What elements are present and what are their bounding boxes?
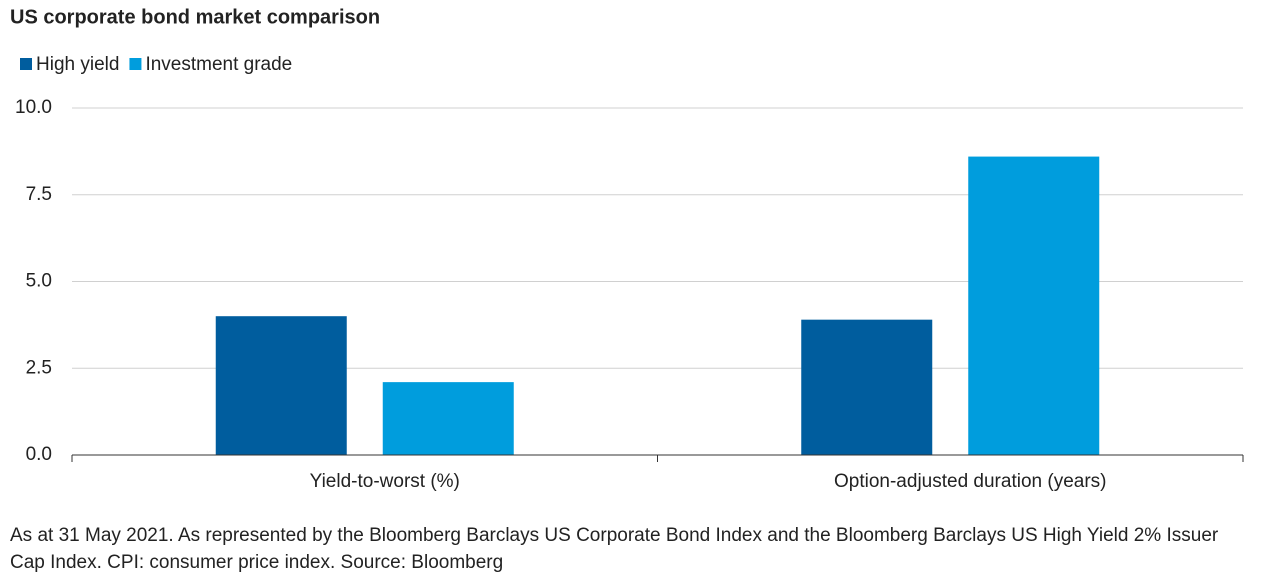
- bar: [215, 316, 347, 455]
- y-tick-label: 10.0: [15, 97, 52, 118]
- legend-label: Investment grade: [145, 54, 292, 75]
- chart-title: US corporate bond market comparison: [10, 6, 380, 28]
- legend-swatch: [129, 58, 142, 70]
- y-tick-label: 2.5: [26, 357, 52, 378]
- y-tick-label: 5.0: [26, 271, 52, 292]
- chart: US corporate bond market comparison High…: [10, 6, 1244, 492]
- bar: [382, 382, 514, 455]
- x-tick-label: Yield-to-worst (%): [310, 471, 460, 492]
- x-tick-label: Option-adjusted duration (years): [834, 471, 1106, 492]
- y-tick-label: 7.5: [26, 184, 52, 205]
- bar: [968, 156, 1100, 455]
- legend-label: High yield: [36, 54, 119, 75]
- footnote: As at 31 May 2021. As represented by the…: [10, 525, 1219, 573]
- legend-swatch: [20, 58, 32, 70]
- bar: [801, 319, 933, 455]
- y-tick-label: 0.0: [26, 444, 52, 465]
